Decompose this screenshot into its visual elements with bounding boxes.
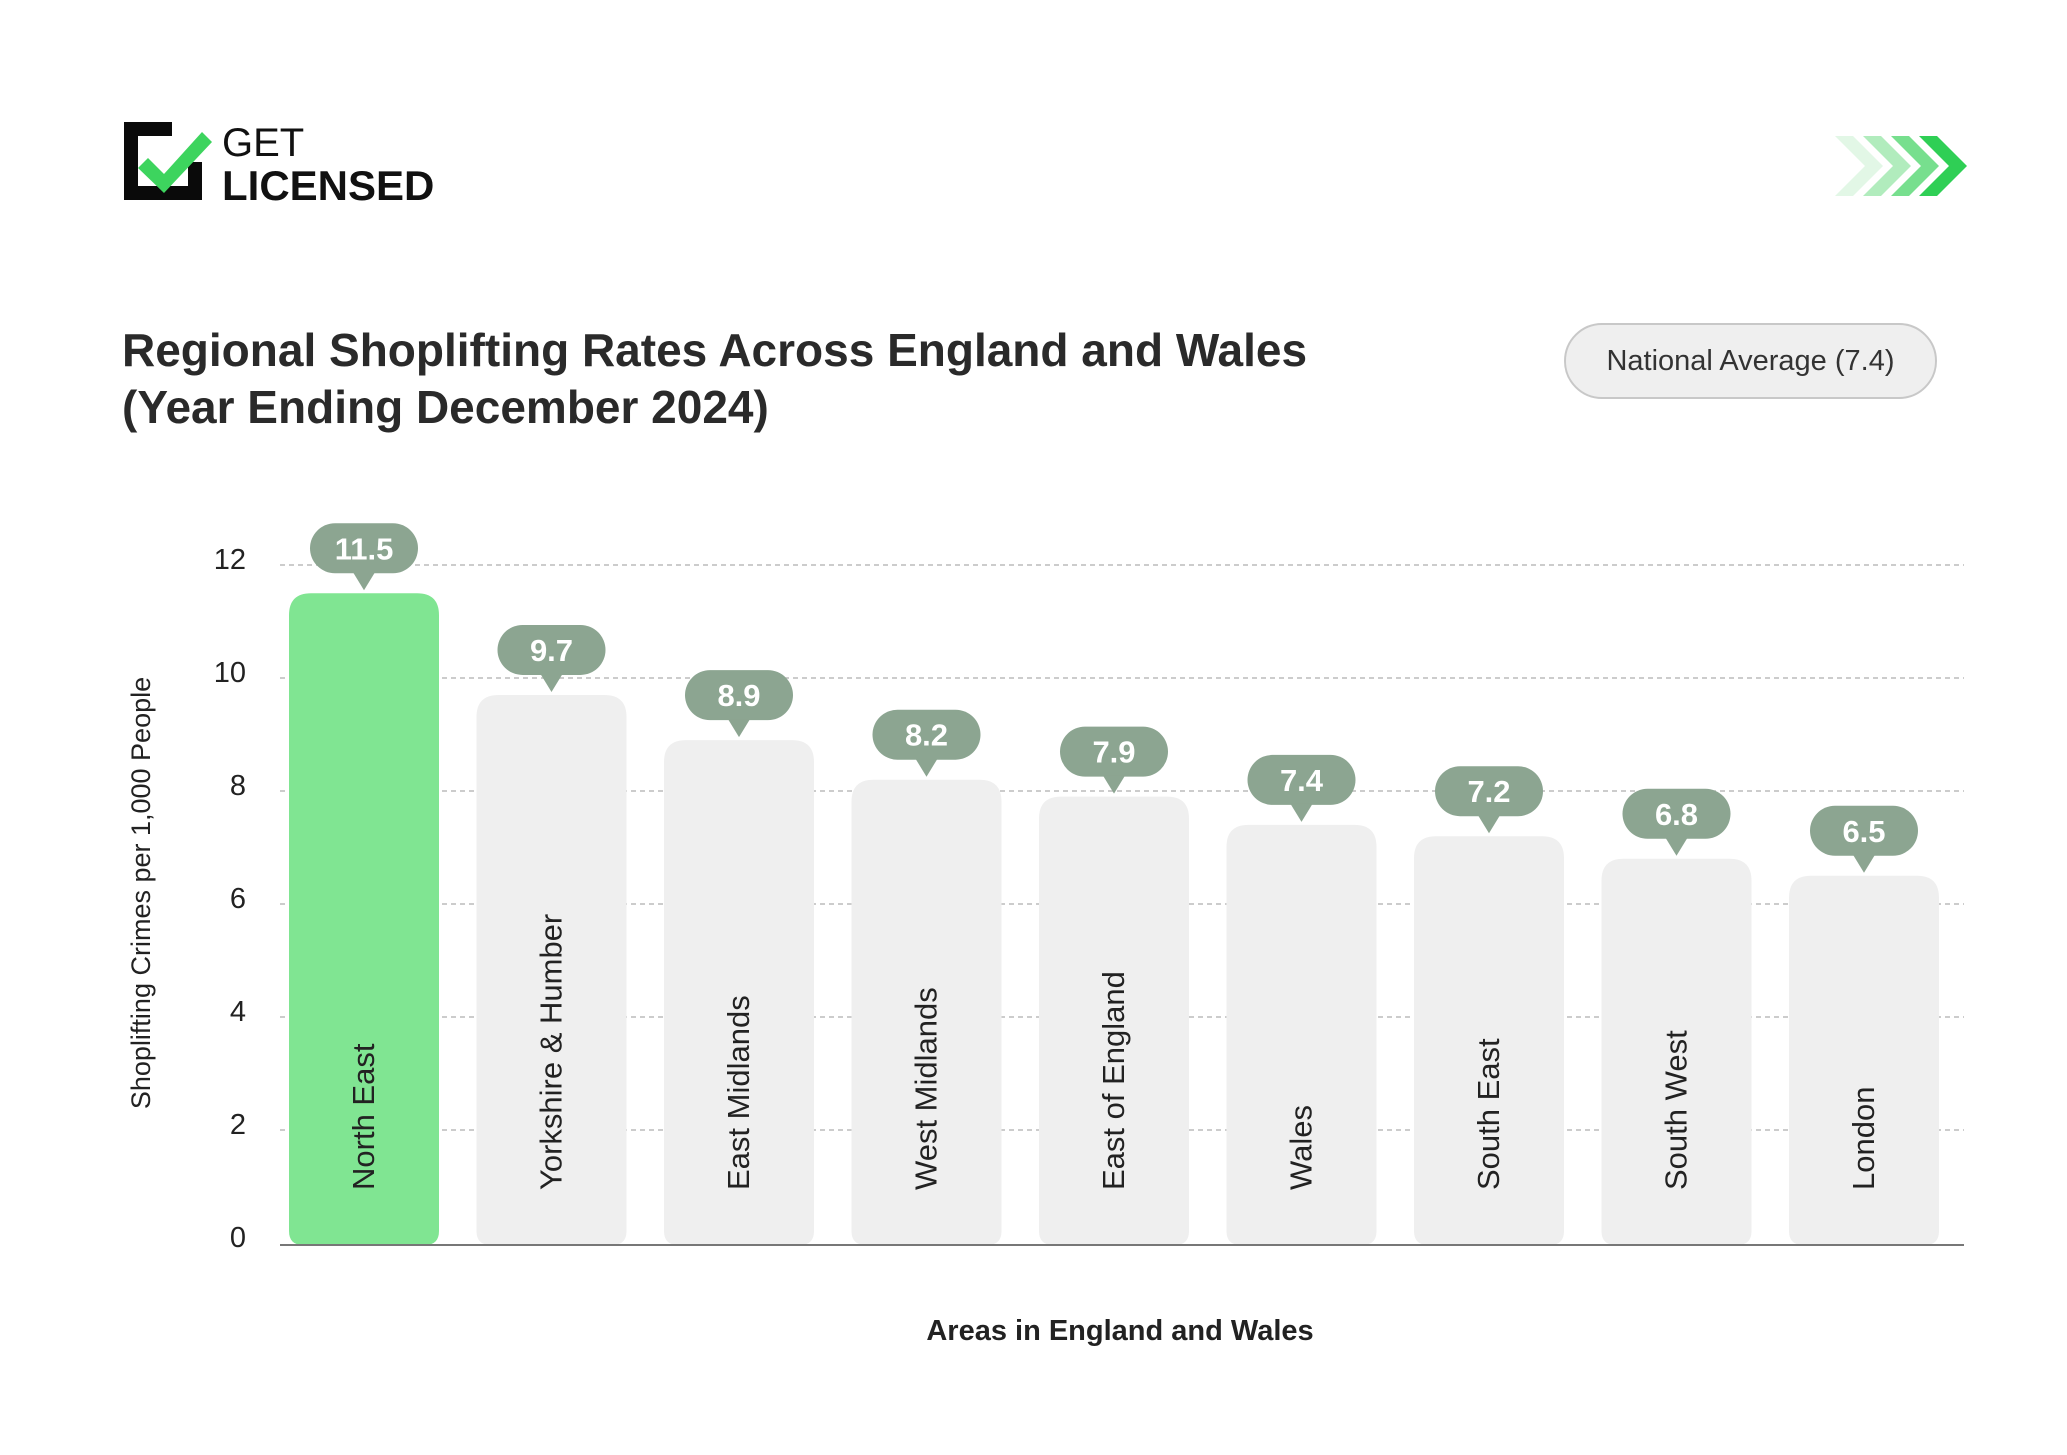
value-label-pointer — [728, 719, 750, 738]
category-label: East Midlands — [721, 995, 756, 1190]
bar-group: Yorkshire & Humber 9.7 — [476, 624, 627, 1245]
bar — [1226, 824, 1377, 1245]
bar — [1789, 875, 1939, 1245]
value-label-pointer — [1665, 837, 1688, 856]
category-label: Wales — [1284, 1105, 1319, 1190]
x-axis-label: Areas in England and Wales — [926, 1315, 1313, 1347]
value-label: 6.8 — [1655, 797, 1698, 832]
bar-group: London 6.5 — [1789, 805, 1939, 1245]
value-label: 8.2 — [905, 718, 948, 753]
logo-text-licensed: LICENSED — [222, 162, 434, 208]
bar-group: East of England 7.9 — [1039, 726, 1189, 1245]
bar-group: South West 6.8 — [1601, 788, 1752, 1245]
value-label-pointer — [1290, 803, 1313, 822]
value-label: 9.7 — [530, 633, 573, 668]
value-label: 11.5 — [335, 531, 394, 566]
category-label: South West — [1659, 1030, 1694, 1190]
category-label: East of England — [1096, 971, 1131, 1190]
value-label-pill — [1247, 754, 1356, 805]
bar — [1414, 836, 1564, 1245]
value-label-pointer — [1478, 815, 1500, 834]
bar-group: North East 11.5 — [289, 523, 439, 1245]
category-label: West Midlands — [909, 987, 944, 1190]
legend-label: National Average (7.4) — [1606, 344, 1895, 377]
value-label-pill — [872, 709, 981, 760]
y-tick-label: 0 — [230, 1222, 246, 1254]
value-label-pill — [310, 523, 418, 574]
y-tick-label: 10 — [214, 657, 246, 689]
value-label-pill — [1060, 726, 1168, 777]
value-label-pointer — [353, 572, 375, 591]
y-tick-label: 6 — [230, 883, 246, 915]
logo-text-get: GET — [222, 121, 304, 165]
bar — [1039, 796, 1189, 1245]
value-label-pill — [1810, 805, 1918, 856]
value-label: 7.4 — [1280, 763, 1324, 798]
value-label-pill — [1435, 766, 1543, 817]
chart-title-line1: Regional Shoplifting Rates Across Englan… — [122, 324, 1308, 376]
bar-group: East Midlands 8.9 — [664, 670, 814, 1245]
y-tick-label: 8 — [230, 770, 246, 802]
bar-group: Wales 7.4 — [1226, 754, 1377, 1245]
get-licensed-logo: GET LICENSED — [122, 118, 442, 213]
y-tick-label: 2 — [230, 1109, 246, 1141]
legend-national-average: National Average (7.4) — [1564, 323, 1937, 399]
y-tick-label: 4 — [230, 996, 246, 1028]
bar — [664, 740, 814, 1245]
value-label-pointer — [915, 758, 938, 777]
bar — [1601, 858, 1752, 1245]
bar — [851, 779, 1002, 1245]
chart-title: Regional Shoplifting Rates Across Englan… — [122, 322, 1307, 436]
value-label-pointer — [540, 673, 563, 692]
bar-group: South East 7.2 — [1414, 766, 1564, 1245]
category-label: North East — [346, 1043, 381, 1190]
y-tick-label: 12 — [214, 544, 246, 576]
value-label-pointer — [1853, 854, 1875, 873]
value-label: 7.9 — [1092, 735, 1135, 770]
value-label: 6.5 — [1842, 814, 1885, 849]
triple-chevron-right-icon — [1835, 132, 1970, 205]
category-label: South East — [1471, 1038, 1506, 1190]
value-label-pill — [1622, 788, 1731, 839]
bar — [289, 593, 439, 1245]
bar — [476, 694, 627, 1245]
value-label: 8.9 — [717, 678, 760, 713]
value-label: 7.2 — [1467, 774, 1510, 809]
category-label: Yorkshire & Humber — [534, 914, 569, 1190]
value-label-pill — [685, 670, 793, 721]
value-label-pill — [497, 624, 606, 675]
category-label: London — [1846, 1087, 1881, 1190]
y-axis-label: Shoplifting Crimes per 1,000 People — [126, 677, 156, 1109]
bar-group: West Midlands 8.2 — [851, 709, 1002, 1245]
value-label-pointer — [1103, 775, 1125, 794]
chart-title-line2: (Year Ending December 2024) — [122, 381, 769, 433]
